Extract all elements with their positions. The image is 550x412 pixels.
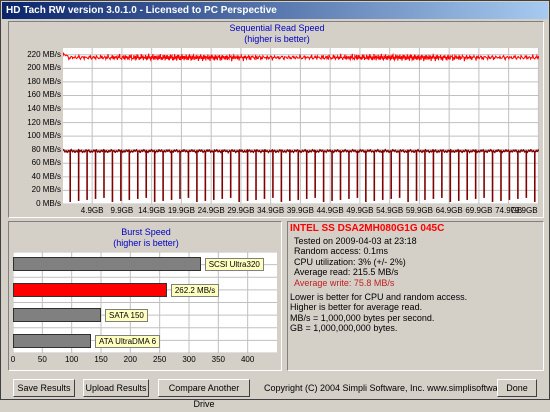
read-y-tick-label: 0 MB/s <box>36 199 61 208</box>
save-results-button[interactable]: Save Results <box>13 379 75 397</box>
random-access: Random access: 0.1ms <box>294 246 389 257</box>
read-y-tick-label: 20 MB/s <box>31 185 61 195</box>
read-y-tick-label: 120 MB/s <box>27 117 61 127</box>
burst-bar <box>13 282 167 297</box>
read-y-tick-label: 60 MB/s <box>31 158 61 168</box>
read-x-tick-label: 44.9GB <box>316 206 344 215</box>
burst-x-tick-label: 250 <box>152 355 167 364</box>
burst-x-tick-label: 100 <box>64 355 79 364</box>
burst-x-tick-label: 200 <box>123 355 138 364</box>
read-chart-title: Sequential Read Speed <box>229 23 325 33</box>
cpu-utilization: CPU utilization: 3% (+/- 2%) <box>294 256 406 267</box>
burst-bar-label: SCSI Ultra320 <box>204 258 264 271</box>
read-speed-graph <box>63 48 539 204</box>
read-x-tick-label: 14.9GB <box>138 206 166 215</box>
read-series-line <box>63 51 539 63</box>
read-x-tick-label: 49.9GB <box>346 206 374 215</box>
read-x-tick-label: 19.9GB <box>167 206 195 215</box>
burst-bar <box>13 257 201 271</box>
copyright-text: Copyright (C) 2004 Simpli Software, Inc.… <box>264 383 526 393</box>
read-y-tick-label: 160 MB/s <box>27 90 61 100</box>
burst-graph-area: SCSI Ultra320 262.2 MB/s SATA 150 ATA Ultra… <box>13 252 277 353</box>
read-x-tick-label: 39.9GB <box>286 206 314 215</box>
read-x-tick-label: 74.9GB <box>495 206 523 215</box>
burst-x-tick-label: 0 <box>10 355 16 364</box>
tested-date: Tested on 2009-04-03 at 23:18 <box>294 236 417 246</box>
burst-bar-label: SATA 150 <box>105 309 148 322</box>
burst-bar-label: 262.2 MB/s <box>170 283 220 297</box>
read-y-tick-label: 200 MB/s <box>27 63 61 73</box>
read-x-tick-label: 64.9GB <box>435 206 463 215</box>
title-bar: HD Tach RW version 3.0.1.0 - Licensed to… <box>2 2 548 19</box>
note-mbs: MB/s = 1,000,000 bytes per second. <box>290 312 435 323</box>
burst-x-tick-label: 300 <box>182 355 196 364</box>
burst-bar-label: ATA UltraDMA 6 <box>95 334 161 348</box>
burst-x-tick-label: 350 <box>211 355 226 364</box>
write-series-line <box>63 148 539 154</box>
burst-bar <box>13 333 92 348</box>
read-x-tick-label: 59.9GB <box>405 206 433 215</box>
read-y-tick-label: 140 MB/s <box>27 104 61 114</box>
read-y-tick-label: 220 MB/s <box>27 49 61 59</box>
read-x-tick-label: 69.9GB <box>465 206 493 215</box>
average-read: Average read: 215.5 MB/s <box>294 267 399 278</box>
burst-x-tick-label: 150 <box>94 355 108 364</box>
burst-chart-title: Burst Speed <box>121 227 171 237</box>
read-y-tick-label: 80 MB/s <box>31 144 61 154</box>
read-graph-area <box>63 48 539 204</box>
read-x-tick-label: 34.9GB <box>257 206 285 215</box>
read-speed-panel: Sequential Read Speed (higher is better)… <box>8 21 544 218</box>
burst-x-tick-label: 400 <box>240 355 255 364</box>
average-write: Average write: 75.8 MB/s <box>294 277 395 288</box>
done-button[interactable]: Done <box>497 379 537 397</box>
note-read: Higher is better for average read. <box>290 302 423 313</box>
read-x-tick-label: 9.9GB <box>110 206 134 215</box>
read-x-tick-label: 29.9GB <box>227 206 255 215</box>
read-x-tick-label: 79.9GB <box>510 206 538 215</box>
compare-another-drive-button[interactable]: Compare Another Drive <box>158 379 250 409</box>
burst-bar <box>13 308 101 322</box>
burst-speed-panel: Burst Speed (higher is better) SCSI Ultr… <box>8 221 282 371</box>
read-x-tick-label: 54.9GB <box>376 206 404 215</box>
read-y-tick-label: 180 MB/s <box>27 76 61 86</box>
drive-info-panel: INTEL SS DSA2MH080G1G 045C Tested on 200… <box>287 221 544 371</box>
upload-results-button[interactable]: Upload Results <box>83 379 149 397</box>
read-grid <box>63 48 539 204</box>
drive-name: INTEL SS DSA2MH080G1G 045C <box>290 223 445 234</box>
burst-x-tick-label: 50 <box>37 355 47 364</box>
note-cpu: Lower is better for CPU and random acces… <box>290 292 468 302</box>
read-x-tick-label: 24.9GB <box>197 206 225 215</box>
read-x-tick-label: 4.9GB <box>80 206 104 215</box>
read-y-tick-label: 40 MB/s <box>31 171 61 181</box>
read-chart-subtitle: (higher is better) <box>244 34 310 44</box>
burst-chart-subtitle: (higher is better) <box>113 238 179 248</box>
read-y-tick-label: 100 MB/s <box>27 131 61 141</box>
note-gb: GB = 1,000,000,000 bytes. <box>290 323 398 334</box>
